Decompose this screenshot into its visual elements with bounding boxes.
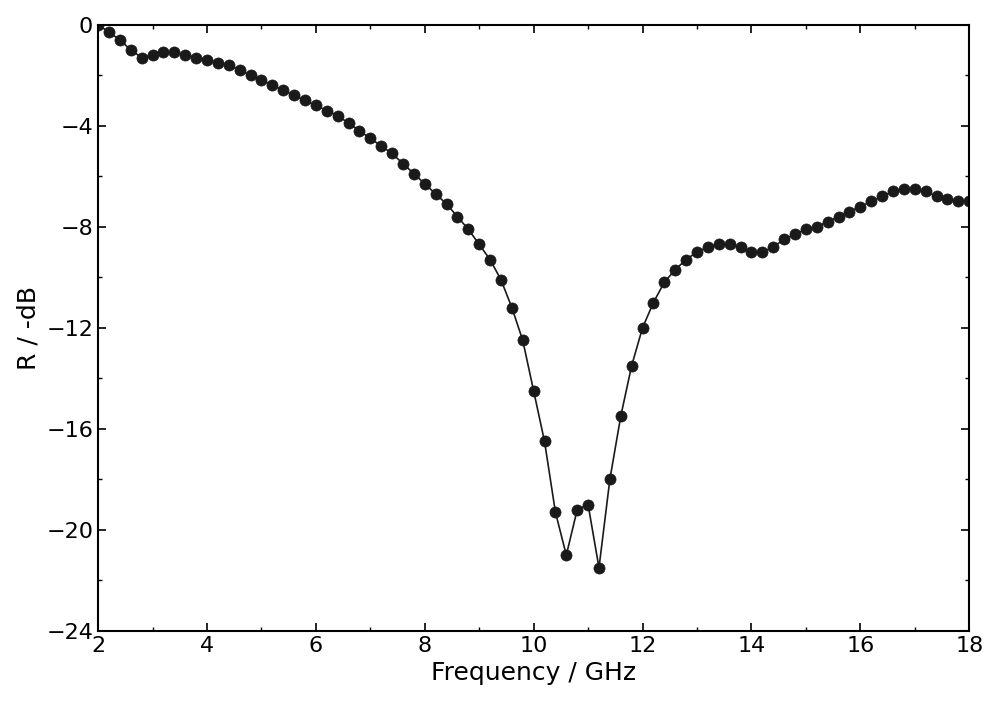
X-axis label: Frequency / GHz: Frequency / GHz <box>431 661 636 685</box>
Y-axis label: R / -dB: R / -dB <box>17 286 41 370</box>
